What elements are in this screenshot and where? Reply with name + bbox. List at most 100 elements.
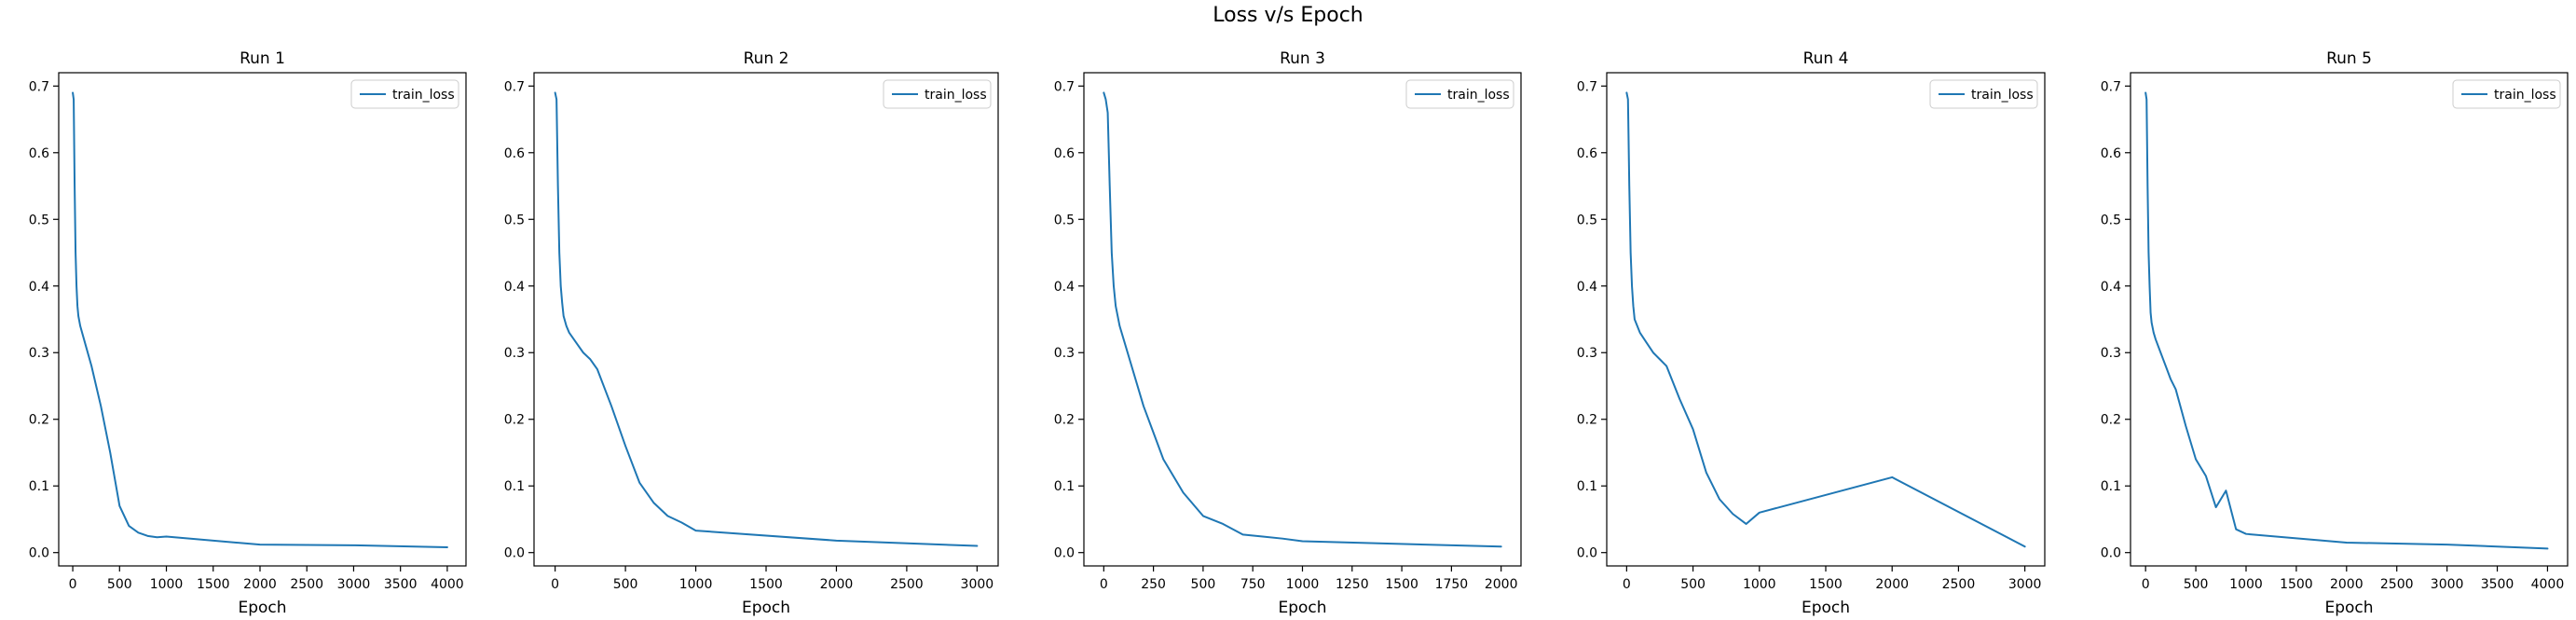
y-tick-label: 0.5 — [1577, 213, 1597, 227]
x-tick-label: 3500 — [384, 577, 418, 592]
y-tick-label: 0.4 — [29, 280, 49, 295]
x-axis-label: Epoch — [2324, 599, 2373, 617]
y-tick-label: 0.7 — [29, 79, 49, 94]
legend-label: train_loss — [1971, 88, 2034, 103]
y-tick-label: 0.7 — [2101, 79, 2121, 94]
subplot-title: Run 1 — [240, 49, 285, 68]
subplot-1: 0 500 1000 1500 2000 2500 3000 3500 4000 0.0 0.1 0.… — [29, 49, 467, 617]
y-tick-label: 0.0 — [504, 546, 525, 561]
series-line-train_loss — [1625, 91, 2026, 548]
axes-frame — [533, 72, 999, 567]
y-tick-label: 0.6 — [504, 146, 525, 161]
y-tick-label: 0.0 — [2101, 546, 2121, 561]
y-tick-label: 0.2 — [29, 413, 49, 428]
y-tick-label: 0.4 — [1577, 280, 1597, 295]
figure-title: Loss v/s Epoch — [1213, 4, 1363, 27]
y-tick-label: 0.5 — [1054, 213, 1075, 227]
y-tick-label: 0.7 — [1577, 79, 1597, 94]
x-tick-label: 3000 — [961, 577, 994, 592]
x-tick-label: 2500 — [890, 577, 924, 592]
y-tick-label: 0.6 — [2101, 146, 2121, 161]
legend-box — [1405, 79, 1514, 109]
y-tick-label: 0.2 — [1054, 413, 1075, 428]
y-tick-label: 0.5 — [504, 213, 525, 227]
x-tick-label: 1000 — [1286, 577, 1320, 592]
y-tick-label: 0.6 — [1054, 146, 1075, 161]
axes-frame — [2130, 72, 2569, 567]
y-tick-label: 0.2 — [1577, 413, 1597, 428]
subplot-5: 0 500 1000 1500 2000 2500 3000 3500 4000 0.0 0.1 0.… — [2101, 49, 2569, 617]
y-tick-label: 0.1 — [1054, 479, 1075, 494]
x-tick-label: 1000 — [2229, 577, 2263, 592]
x-tick-label: 2000 — [820, 577, 854, 592]
x-axis-label: Epoch — [238, 599, 286, 617]
x-tick-label: 4000 — [431, 577, 464, 592]
x-tick-label: 1500 — [1385, 577, 1418, 592]
x-tick-label: 1750 — [1435, 577, 1469, 592]
y-tick-label: 0.0 — [1577, 546, 1597, 561]
x-tick-label: 1500 — [197, 577, 230, 592]
y-tick-label: 0.5 — [2101, 213, 2121, 227]
y-tick-label: 0.2 — [504, 413, 525, 428]
y-tick-label: 0.3 — [1054, 346, 1075, 361]
x-tick-label: 2000 — [243, 577, 277, 592]
series-line-train_loss — [72, 91, 448, 548]
y-tick-label: 0.0 — [1054, 546, 1075, 561]
subplot-2: 0 500 1000 1500 2000 2500 3000 0.0 0.1 0.2 0.3 0.4 0… — [504, 49, 999, 617]
x-tick-label: 2500 — [290, 577, 323, 592]
series-line-train_loss — [1103, 91, 1502, 548]
y-tick-label: 0.3 — [504, 346, 525, 361]
x-tick-label: 0 — [2142, 577, 2150, 592]
x-tick-label: 2500 — [1942, 577, 1976, 592]
x-tick-label: 500 — [2184, 577, 2209, 592]
x-tick-label: 1500 — [2280, 577, 2313, 592]
y-tick-label: 0.1 — [29, 479, 49, 494]
y-tick-label: 0.4 — [1054, 280, 1075, 295]
subplot-3: 0 250 500 750 1000 1250 1500 1750 2000 0.0 0.1 0.2 0… — [1054, 49, 1522, 617]
subplot-title: Run 4 — [1803, 49, 1849, 68]
x-tick-label: 500 — [1191, 577, 1216, 592]
x-tick-label: 500 — [107, 577, 132, 592]
x-tick-label: 1000 — [150, 577, 184, 592]
x-axis-label: Epoch — [1278, 599, 1326, 617]
legend-label: train_loss — [925, 88, 987, 103]
legend-box — [2452, 79, 2561, 109]
axes-frame — [1606, 72, 2046, 567]
x-tick-label: 500 — [613, 577, 638, 592]
legend-box — [1929, 79, 2038, 109]
x-tick-label: 0 — [1623, 577, 1631, 592]
x-tick-label: 2000 — [1485, 577, 1518, 592]
x-tick-label: 0 — [551, 577, 559, 592]
y-tick-label: 0.1 — [1577, 479, 1597, 494]
x-tick-label: 3000 — [337, 577, 371, 592]
x-tick-label: 1500 — [749, 577, 783, 592]
subplot-title: Run 5 — [2326, 49, 2372, 68]
series-line-train_loss — [554, 91, 979, 547]
x-tick-label: 3500 — [2481, 577, 2514, 592]
x-tick-label: 1000 — [1743, 577, 1776, 592]
x-tick-label: 3000 — [2431, 577, 2464, 592]
x-tick-label: 1500 — [1809, 577, 1843, 592]
x-tick-label: 4000 — [2531, 577, 2565, 592]
x-tick-label: 1250 — [1336, 577, 1369, 592]
y-tick-label: 0.4 — [2101, 280, 2121, 295]
y-tick-label: 0.7 — [1054, 79, 1075, 94]
y-tick-label: 0.6 — [29, 146, 49, 161]
x-tick-label: 0 — [1100, 577, 1108, 592]
y-tick-label: 0.6 — [1577, 146, 1597, 161]
axes-frame — [1083, 72, 1522, 567]
x-tick-label: 3000 — [2008, 577, 2042, 592]
y-tick-label: 0.3 — [2101, 346, 2121, 361]
y-tick-label: 0.1 — [2101, 479, 2121, 494]
x-tick-label: 2000 — [2330, 577, 2364, 592]
subplot-title: Run 3 — [1280, 49, 1325, 68]
legend-label: train_loss — [392, 88, 455, 103]
y-tick-label: 0.5 — [29, 213, 49, 227]
series-line-train_loss — [2144, 91, 2549, 550]
x-tick-label: 1000 — [679, 577, 713, 592]
legend-label: train_loss — [1447, 88, 1510, 103]
x-tick-label: 2500 — [2380, 577, 2414, 592]
x-tick-label: 500 — [1680, 577, 1706, 592]
legend-label: train_loss — [2494, 88, 2556, 103]
